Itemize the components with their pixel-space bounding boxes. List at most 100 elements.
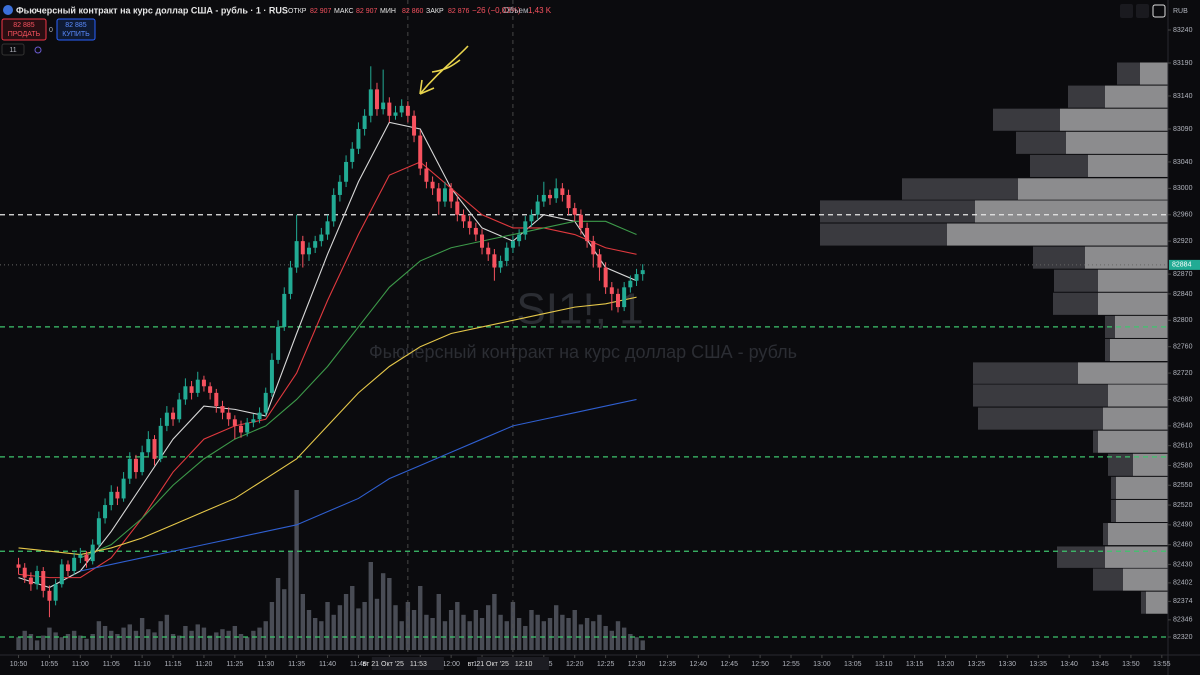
volume-bar xyxy=(634,637,639,650)
settings-icon[interactable] xyxy=(34,46,42,54)
candle-body xyxy=(195,379,200,393)
candle-body xyxy=(226,412,231,420)
volume-bar xyxy=(467,621,472,650)
candle-body xyxy=(393,112,398,116)
candle-body xyxy=(362,115,367,129)
candle-body xyxy=(387,102,392,116)
crosshair-time: 12:10 xyxy=(515,661,533,668)
candle-body xyxy=(140,452,145,473)
x-tick-label: 13:00 xyxy=(813,661,831,668)
candle-body xyxy=(121,478,126,499)
volume-bar xyxy=(177,635,182,650)
candle-body xyxy=(90,544,95,562)
candle-body xyxy=(486,247,491,255)
currency[interactable]: RUB xyxy=(1173,8,1188,15)
volume-bar xyxy=(628,634,633,650)
sell-price[interactable]: 82 885 xyxy=(13,22,35,29)
volume-bar xyxy=(498,614,503,650)
annotation-arrow xyxy=(419,45,469,95)
volume-bar xyxy=(214,632,219,650)
y-tick-label: 82610 xyxy=(1173,443,1193,450)
candle-body xyxy=(232,419,237,426)
volume-bar xyxy=(288,550,293,650)
buy-label[interactable]: КУПИТЬ xyxy=(62,31,90,38)
candle-body xyxy=(498,260,503,268)
y-tick-label: 83090 xyxy=(1173,126,1193,133)
volume-bar xyxy=(560,614,565,650)
profile-down xyxy=(1057,546,1105,568)
y-tick-label: 82520 xyxy=(1173,502,1193,509)
volume-bar xyxy=(356,608,361,650)
candle-body xyxy=(412,115,417,136)
y-tick-label: 82374 xyxy=(1173,598,1193,605)
sell-button[interactable] xyxy=(1,18,47,41)
moving-average xyxy=(80,220,637,559)
ohlc-value: 82 907 xyxy=(310,8,332,15)
profile-up xyxy=(1098,292,1168,315)
candle-body xyxy=(263,392,268,413)
x-tick-label: 11:45 xyxy=(350,661,367,668)
x-tick-label: 12:25 xyxy=(597,661,615,668)
candle-body xyxy=(152,439,157,459)
indicators-count[interactable]: 11 xyxy=(9,47,16,54)
profile-up xyxy=(947,223,1168,246)
down-button[interactable] xyxy=(1136,4,1149,18)
candle-body xyxy=(325,221,330,235)
candle-body xyxy=(158,425,163,459)
profile-up xyxy=(1018,178,1168,200)
profile-down xyxy=(820,200,975,223)
volume-bar xyxy=(523,626,528,650)
volume-bar xyxy=(640,640,645,650)
candle-body xyxy=(306,247,311,255)
up-button[interactable] xyxy=(1120,4,1133,18)
price-axis xyxy=(1168,0,1200,675)
candle-body xyxy=(572,208,577,215)
volume-bar xyxy=(609,630,615,650)
volume-bar xyxy=(71,630,77,650)
candle-body xyxy=(517,234,522,242)
volume-bar xyxy=(133,630,139,650)
profile-up xyxy=(1116,499,1168,523)
volume-bar xyxy=(102,626,108,650)
profile-down xyxy=(973,384,1108,407)
profile-down xyxy=(1053,292,1098,315)
volume-bar xyxy=(387,578,392,650)
candle-body xyxy=(59,564,64,585)
y-tick-label: 82490 xyxy=(1173,522,1193,529)
y-tick-label: 82870 xyxy=(1173,271,1193,278)
x-tick-label: 12:45 xyxy=(720,661,738,668)
buy-button[interactable] xyxy=(56,18,96,41)
profile-up xyxy=(1110,338,1168,362)
volume-bar xyxy=(473,610,479,650)
x-tick-label: 11:10 xyxy=(134,661,151,668)
candle-body xyxy=(183,386,188,400)
candle-body xyxy=(523,221,528,235)
candle-body xyxy=(35,571,40,585)
profile-down xyxy=(993,108,1060,131)
y-tick-label: 82580 xyxy=(1173,462,1193,469)
sell-label[interactable]: ПРОДАТЬ xyxy=(8,31,41,38)
profile-up xyxy=(975,200,1168,223)
profile-up xyxy=(1103,407,1168,430)
buy-price[interactable]: 82 885 xyxy=(65,22,87,29)
volume-bar xyxy=(121,627,126,650)
indicators-toggle[interactable] xyxy=(1,43,25,56)
volume-bar xyxy=(22,630,27,650)
candle-body xyxy=(22,567,27,578)
y-tick-label: 83040 xyxy=(1173,159,1193,166)
volume-bar xyxy=(603,626,608,650)
candle-body xyxy=(214,392,219,407)
profile-down xyxy=(1093,568,1123,591)
volume-bar xyxy=(263,621,268,650)
profile-up xyxy=(1066,131,1168,154)
candle-body xyxy=(529,214,534,222)
profile-up xyxy=(1108,384,1168,407)
profile-up xyxy=(1085,246,1168,269)
x-tick-label: 11:30 xyxy=(257,661,274,668)
maximize-button[interactable] xyxy=(1152,4,1166,18)
candle-body xyxy=(319,234,324,242)
x-tick-label: 12:00 xyxy=(442,661,460,668)
volume-bar xyxy=(430,618,435,650)
volume-bar xyxy=(380,573,386,650)
